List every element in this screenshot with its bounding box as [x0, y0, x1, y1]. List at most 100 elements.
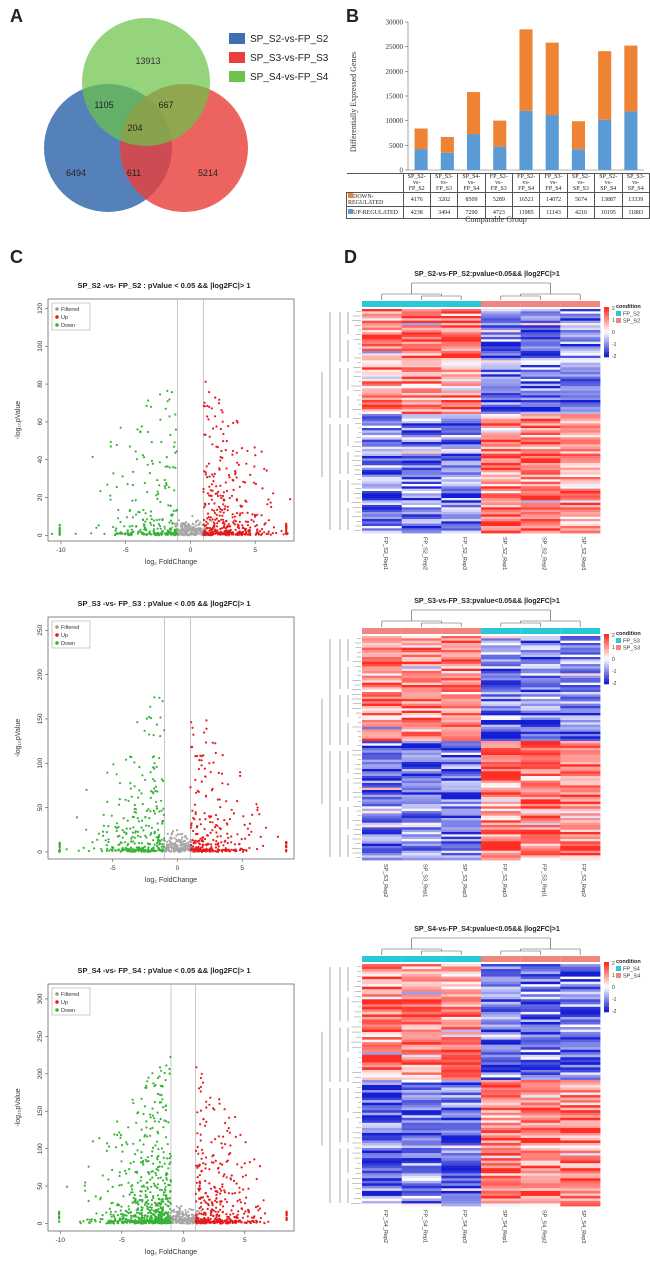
heatmap-cell	[520, 981, 561, 985]
heatmap-cell	[520, 523, 561, 527]
heatmap-cell	[441, 986, 482, 990]
heatmap-cell	[520, 839, 561, 842]
heatmap-cell	[401, 792, 442, 796]
heatmap-cell	[401, 311, 442, 315]
heatmap-cell	[362, 1047, 403, 1051]
heatmap-sample-label: FP_S2_Rep1	[382, 537, 388, 570]
volcano-point-down	[105, 844, 108, 847]
volcano-point-down	[162, 1126, 165, 1129]
heatmap-cell	[520, 843, 561, 847]
volcano-point-filtered	[193, 533, 196, 536]
heatmap-condition-cell	[441, 628, 481, 634]
volcano-point-down	[162, 807, 165, 810]
heatmap-cell	[560, 388, 601, 392]
volcano-point-down	[124, 533, 127, 536]
volcano-point-up	[212, 1209, 215, 1212]
heatmap-cell	[560, 1044, 601, 1048]
volcano-point-down	[131, 831, 135, 834]
heatmap-cell	[362, 409, 403, 413]
volcano-x-label: log₂ FoldChange	[145, 1249, 197, 1256]
heatmap-cell	[520, 423, 561, 427]
heatmap-cell	[362, 743, 403, 747]
heatmap-cell	[520, 734, 561, 737]
volcano-point-filtered	[191, 529, 194, 532]
volcano-point-down	[147, 808, 150, 811]
heatmap-cell	[481, 446, 522, 450]
volcano-point-down	[145, 809, 148, 813]
heatmap-cell	[362, 827, 403, 831]
heatmap-cell	[520, 498, 561, 501]
volcano-point-up	[230, 848, 233, 851]
heatmap-cell	[401, 1077, 442, 1081]
heatmap-cell	[560, 994, 601, 998]
volcano-point-down	[150, 1199, 154, 1202]
volcano-point-down	[162, 813, 165, 816]
heatmap-cell	[560, 834, 601, 838]
heatmap-cell	[560, 1064, 601, 1068]
volcano-y-tick-label: 100	[37, 340, 44, 351]
heatmap-cell	[401, 724, 442, 728]
heatmap-cell	[520, 687, 561, 691]
volcano-point-up	[224, 449, 227, 452]
volcano-point-down	[116, 1120, 119, 1123]
volcano-point-down	[136, 1208, 140, 1211]
volcano-point-up	[234, 1216, 238, 1219]
heatmap-cell	[362, 661, 403, 665]
volcano-point-filtered	[181, 1217, 184, 1220]
volcano-point-down	[167, 1205, 170, 1208]
volcano-point-filtered	[197, 529, 200, 532]
volcano-point-filtered	[177, 519, 180, 522]
volcano-point-filtered	[173, 843, 176, 846]
heatmap-cell	[401, 453, 442, 457]
volcano-point-down	[145, 529, 148, 532]
heatmap-cell	[401, 834, 442, 838]
volcano-point-up	[219, 1219, 222, 1222]
volcano-point-down	[143, 729, 146, 732]
volcano-point-up	[210, 508, 214, 511]
heatmap-cell	[441, 1029, 482, 1033]
heatmap-condition-cell	[362, 628, 402, 634]
volcano-point-down	[161, 843, 164, 846]
heatmap-cell	[441, 701, 482, 705]
heatmap-cell	[520, 731, 561, 735]
heatmap-cell	[560, 1047, 601, 1051]
heatmap-cell	[441, 657, 482, 660]
heatmap-cell	[481, 491, 522, 494]
volcano-point-down	[167, 1215, 170, 1218]
volcano-point-up	[224, 505, 227, 508]
volcano-point-filtered	[169, 1211, 172, 1215]
volcano-point-down	[147, 824, 150, 828]
volcano-point-down	[131, 1098, 134, 1101]
volcano-point-down	[58, 841, 61, 844]
volcano-point-down	[134, 1220, 137, 1223]
heatmap-cell	[441, 741, 482, 744]
volcano-point-down	[174, 428, 177, 431]
heatmap-cell	[441, 404, 482, 408]
bar-up-8	[598, 119, 612, 170]
volcano-point-filtered	[176, 1213, 179, 1216]
volcano-point-filtered	[164, 848, 168, 851]
volcano-point-up	[209, 494, 212, 497]
heatmap-cell	[401, 769, 442, 772]
volcano-point-filtered	[184, 528, 187, 531]
volcano-point-down	[160, 1218, 163, 1221]
volcano-point-down	[167, 1121, 170, 1124]
heatmap-cell	[520, 1024, 561, 1028]
heatmap-cell	[441, 797, 482, 800]
heatmap-cell	[401, 989, 442, 993]
heatmap-cell	[520, 309, 561, 312]
volcano-point-down	[121, 836, 124, 839]
heatmap-cell	[441, 1021, 482, 1025]
volcano-point-up	[202, 754, 205, 757]
heatmap-cell	[520, 1082, 561, 1086]
volcano-point-up	[254, 525, 257, 528]
volcano-point-down	[106, 847, 109, 850]
volcano-point-down	[138, 1139, 141, 1142]
volcano-point-down	[142, 456, 146, 459]
volcano-point-down	[153, 1209, 156, 1213]
heatmap-cell	[441, 456, 482, 459]
heatmap-cell	[520, 351, 561, 354]
volcano-point-down	[146, 1187, 149, 1190]
volcano-y-tick-label: 0	[37, 850, 44, 854]
heatmap-cell	[362, 430, 403, 434]
